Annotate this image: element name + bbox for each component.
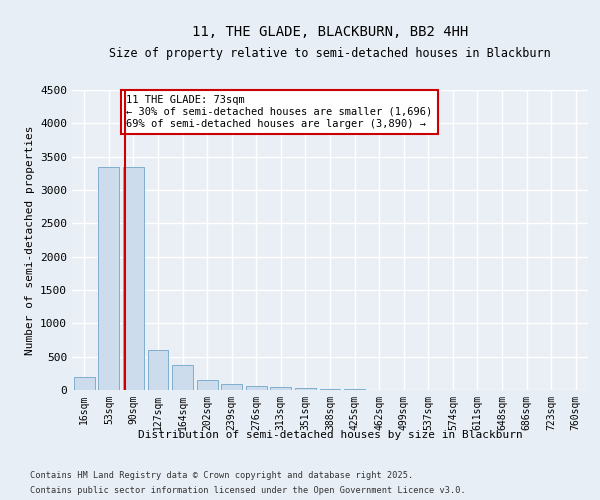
Bar [221,384,242,390]
Text: 11, THE GLADE, BLACKBURN, BB2 4HH: 11, THE GLADE, BLACKBURN, BB2 4HH [192,25,468,39]
Bar [98,166,119,390]
Bar [271,388,292,390]
Y-axis label: Number of semi-detached properties: Number of semi-detached properties [25,125,35,355]
Bar [320,389,340,390]
Bar [246,386,267,390]
Text: Size of property relative to semi-detached houses in Blackburn: Size of property relative to semi-detach… [109,48,551,60]
Bar [295,388,316,390]
Bar [74,376,95,390]
Text: Contains public sector information licensed under the Open Government Licence v3: Contains public sector information licen… [30,486,466,495]
Bar [148,350,169,390]
Bar [172,366,193,390]
Text: Contains HM Land Registry data © Crown copyright and database right 2025.: Contains HM Land Registry data © Crown c… [30,471,413,480]
Text: 11 THE GLADE: 73sqm
← 30% of semi-detached houses are smaller (1,696)
69% of sem: 11 THE GLADE: 73sqm ← 30% of semi-detach… [126,96,433,128]
Bar [123,166,144,390]
Text: Distribution of semi-detached houses by size in Blackburn: Distribution of semi-detached houses by … [137,430,523,440]
Bar [197,380,218,390]
